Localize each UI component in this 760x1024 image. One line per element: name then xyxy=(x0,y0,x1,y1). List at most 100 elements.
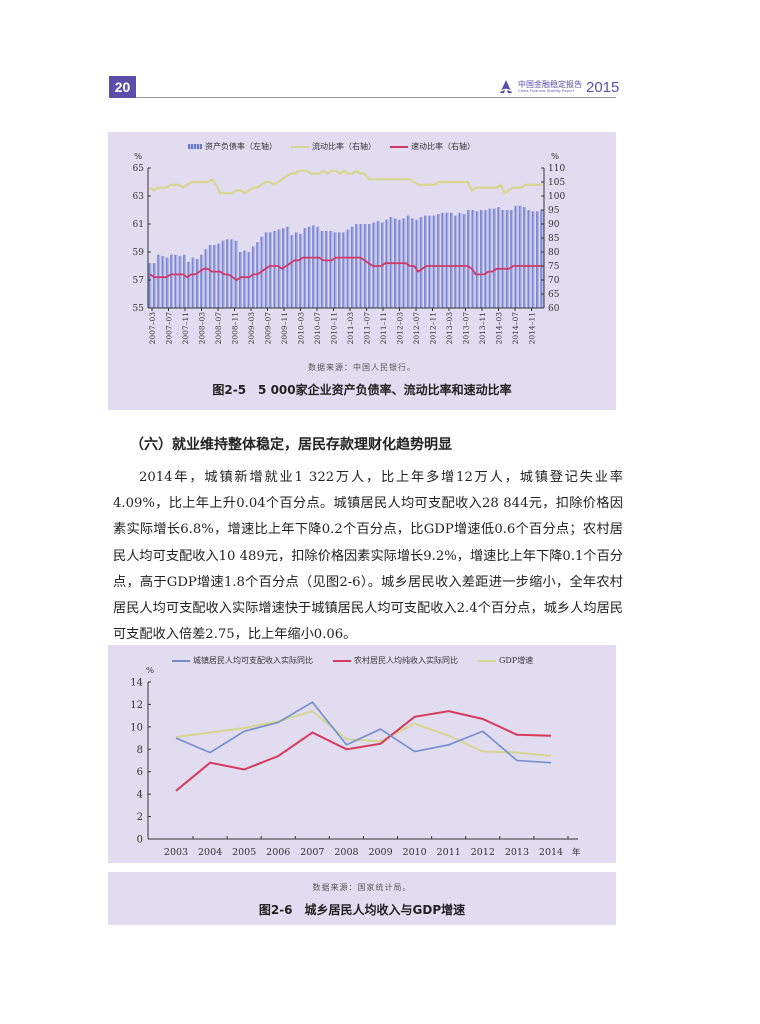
bar xyxy=(230,239,234,308)
section-heading: （六）就业维持整体稳定，居民存款理财化趋势明显 xyxy=(130,437,452,453)
svg-text:2009–03: 2009–03 xyxy=(247,312,256,345)
svg-text:2005: 2005 xyxy=(232,847,256,858)
svg-text:2014–11: 2014–11 xyxy=(528,312,537,344)
bar xyxy=(415,219,419,308)
bar xyxy=(518,205,522,308)
bar xyxy=(170,254,174,308)
svg-text:75: 75 xyxy=(548,262,560,272)
left-axis-unit: % xyxy=(134,152,143,162)
svg-text:4: 4 xyxy=(137,790,143,801)
bar xyxy=(157,254,161,308)
bar xyxy=(204,249,208,308)
bar xyxy=(269,232,273,308)
svg-text:2011: 2011 xyxy=(437,847,461,858)
bar xyxy=(200,254,204,308)
svg-text:85: 85 xyxy=(548,234,560,244)
svg-text:2014: 2014 xyxy=(539,847,563,858)
svg-text:95: 95 xyxy=(548,206,560,216)
bar xyxy=(337,232,341,308)
bar xyxy=(436,214,440,308)
bar xyxy=(238,252,242,308)
bar xyxy=(368,224,372,308)
svg-text:2004: 2004 xyxy=(198,847,222,858)
bar xyxy=(467,210,471,308)
legend-item-quick-ratio: 速动比率（右轴） xyxy=(390,141,475,152)
bar xyxy=(535,211,539,308)
svg-text:61: 61 xyxy=(133,220,144,230)
line-swatch-icon xyxy=(478,659,496,662)
bar xyxy=(208,245,212,308)
figure-2-5-title: 图2-5 5 000家企业资产负债率、流动比率和速动比率 xyxy=(212,383,512,397)
bar xyxy=(234,240,238,308)
bar xyxy=(475,211,479,308)
brand-title-en: China Financial Stability Report xyxy=(518,88,574,93)
svg-text:80: 80 xyxy=(548,248,560,258)
svg-text:2011–03: 2011–03 xyxy=(346,312,355,345)
svg-text:2011–07: 2011–07 xyxy=(363,312,372,345)
bar xyxy=(161,256,165,308)
bar xyxy=(290,235,294,308)
bar xyxy=(359,224,363,308)
bar xyxy=(424,215,427,308)
svg-text:2007–03: 2007–03 xyxy=(148,312,157,345)
svg-text:2012–03: 2012–03 xyxy=(396,312,405,345)
svg-text:2014–03: 2014–03 xyxy=(495,312,504,345)
svg-text:65: 65 xyxy=(133,164,145,174)
right-axis-unit: % xyxy=(551,152,560,162)
svg-text:2007–07: 2007–07 xyxy=(165,312,174,345)
bar xyxy=(449,212,453,308)
bar xyxy=(178,256,182,308)
bar xyxy=(505,210,509,308)
bar xyxy=(264,232,268,308)
svg-text:105: 105 xyxy=(548,178,565,188)
svg-text:2008–11: 2008–11 xyxy=(231,312,240,344)
bar xyxy=(187,261,191,308)
series-line xyxy=(175,710,552,792)
bar xyxy=(148,263,152,308)
bar xyxy=(320,231,324,308)
bar xyxy=(441,212,445,308)
bar xyxy=(191,257,195,308)
svg-text:60: 60 xyxy=(548,304,560,314)
svg-text:0: 0 xyxy=(137,835,143,846)
svg-text:63: 63 xyxy=(133,192,145,202)
svg-text:2007–11: 2007–11 xyxy=(181,312,190,344)
svg-text:2010: 2010 xyxy=(403,847,427,858)
bar xyxy=(213,245,217,308)
bar xyxy=(540,210,544,308)
bar xyxy=(195,259,199,308)
svg-text:8: 8 xyxy=(137,745,143,756)
svg-text:2011–11: 2011–11 xyxy=(379,312,388,344)
bar xyxy=(165,257,169,308)
quick-ratio-line xyxy=(149,256,542,282)
bar xyxy=(243,250,247,308)
bar xyxy=(286,226,290,308)
bar xyxy=(514,205,518,308)
svg-text:2014–07: 2014–07 xyxy=(511,312,520,345)
bar xyxy=(333,232,337,308)
header-divider xyxy=(136,97,616,98)
svg-text:2008–03: 2008–03 xyxy=(198,312,207,345)
legend-item-rural-income: 农村居民人均纯收入实际同比 xyxy=(333,655,458,666)
bar xyxy=(527,210,531,308)
bar xyxy=(325,231,328,308)
bar xyxy=(312,225,316,308)
figure-2-6-caption-panel xyxy=(108,872,616,925)
bar xyxy=(350,226,354,308)
bar xyxy=(342,232,346,308)
bar xyxy=(183,254,186,308)
bar xyxy=(458,212,462,308)
svg-text:2013: 2013 xyxy=(505,847,529,858)
svg-text:2013–11: 2013–11 xyxy=(478,312,487,344)
bar xyxy=(363,224,367,308)
series-line xyxy=(175,710,552,757)
svg-text:2010–11: 2010–11 xyxy=(330,312,339,344)
line-swatch-icon xyxy=(390,145,408,148)
bar xyxy=(277,229,281,308)
svg-text:2008–07: 2008–07 xyxy=(214,312,223,345)
svg-text:2013–03: 2013–03 xyxy=(445,312,454,345)
report-logo-icon xyxy=(500,80,512,93)
bar xyxy=(462,214,466,308)
brand-year: 2015 xyxy=(586,78,620,96)
svg-text:70: 70 xyxy=(548,276,560,286)
